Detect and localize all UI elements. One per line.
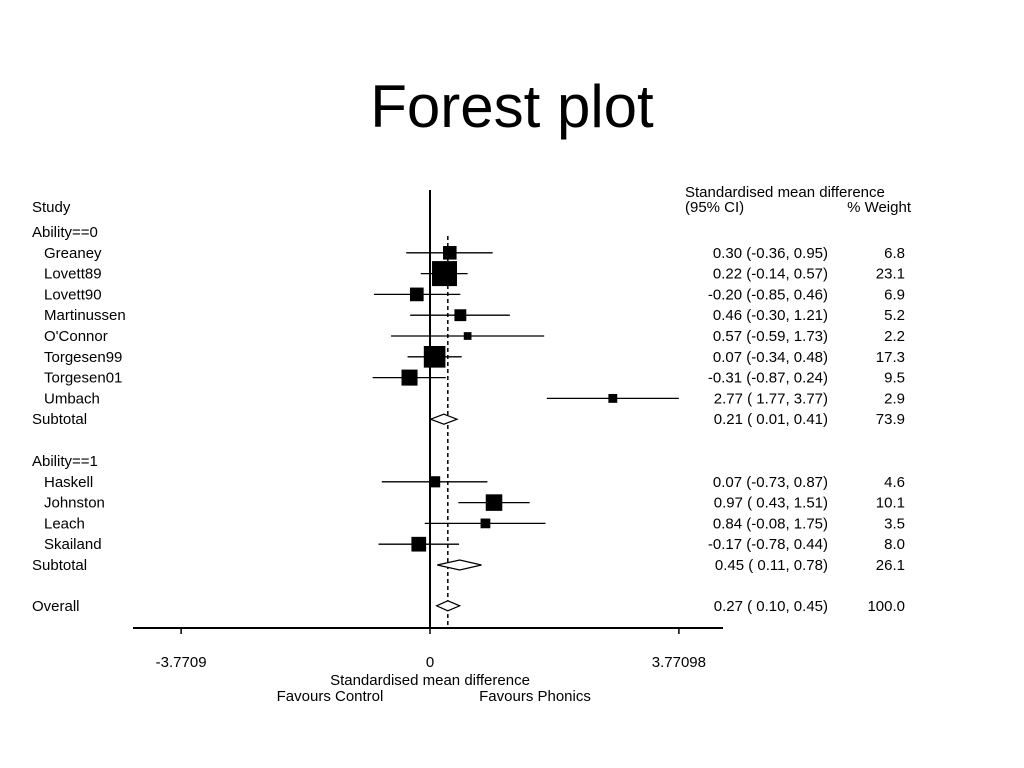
study-name: Johnston bbox=[44, 495, 105, 512]
study-name: Martinussen bbox=[44, 307, 126, 324]
effect-ci-text: 0.45 ( 0.11, 0.78) bbox=[715, 557, 828, 574]
header-effect: Standardised mean difference bbox=[685, 184, 885, 201]
effect-square bbox=[454, 309, 467, 322]
study-name: Torgesen99 bbox=[44, 349, 122, 366]
effect-ci-text: 0.97 ( 0.43, 1.51) bbox=[714, 495, 828, 512]
effect-square bbox=[429, 476, 441, 488]
weight-text: 73.9 bbox=[876, 411, 905, 428]
weight-text: 23.1 bbox=[876, 266, 905, 283]
x-axis-label: Standardised mean difference bbox=[330, 672, 530, 689]
study-name: Torgesen01 bbox=[44, 370, 122, 387]
weight-text: 17.3 bbox=[876, 349, 905, 366]
weight-text: 26.1 bbox=[876, 557, 905, 574]
effect-ci-text: 0.07 (-0.73, 0.87) bbox=[713, 474, 828, 491]
effect-square bbox=[480, 518, 491, 529]
study-name: Umbach bbox=[44, 390, 100, 407]
study-name: Haskell bbox=[44, 474, 93, 491]
weight-text: 6.9 bbox=[884, 286, 905, 303]
effect-ci-text: 0.21 ( 0.01, 0.41) bbox=[714, 411, 828, 428]
effect-square bbox=[485, 494, 503, 511]
effect-ci-text: 0.22 (-0.14, 0.57) bbox=[713, 266, 828, 283]
effect-ci-text: 2.77 ( 1.77, 3.77) bbox=[714, 390, 828, 407]
subtotal-label: Subtotal bbox=[32, 557, 87, 574]
weight-text: 2.2 bbox=[884, 328, 905, 345]
weight-text: 4.6 bbox=[884, 474, 905, 491]
weight-text: 100.0 bbox=[867, 598, 905, 615]
effect-ci-text: 0.46 (-0.30, 1.21) bbox=[713, 307, 828, 324]
subtotal-diamond bbox=[428, 413, 459, 425]
overall-label: Overall bbox=[32, 598, 80, 615]
effect-square bbox=[423, 345, 446, 368]
favours-right-label: Favours Phonics bbox=[479, 688, 591, 705]
header-weight: % Weight bbox=[847, 199, 912, 216]
study-name: Greaney bbox=[44, 245, 102, 262]
effect-square bbox=[432, 261, 458, 287]
study-name: Lovett90 bbox=[44, 286, 102, 303]
effect-ci-text: 0.57 (-0.59, 1.73) bbox=[713, 328, 828, 345]
group-label: Ability==1 bbox=[32, 453, 98, 470]
effect-ci-text: 0.07 (-0.34, 0.48) bbox=[713, 349, 828, 366]
page-title: Forest plot bbox=[370, 73, 654, 140]
x-tick-label: -3.7709 bbox=[156, 654, 207, 671]
effect-ci-text: 0.27 ( 0.10, 0.45) bbox=[714, 598, 828, 615]
study-name: O'Connor bbox=[44, 328, 108, 345]
x-tick-label: 0 bbox=[426, 654, 434, 671]
effect-ci-text: -0.17 (-0.78, 0.44) bbox=[708, 536, 828, 553]
effect-square bbox=[443, 246, 457, 260]
weight-text: 10.1 bbox=[876, 495, 905, 512]
effect-square bbox=[608, 393, 618, 403]
effect-square bbox=[463, 332, 472, 340]
favours-left-label: Favours Control bbox=[277, 688, 384, 705]
effect-ci-text: 0.30 (-0.36, 0.95) bbox=[713, 245, 828, 262]
effect-square bbox=[411, 536, 427, 552]
subtotal-diamond bbox=[437, 559, 482, 571]
header-ci: (95% CI) bbox=[685, 199, 744, 216]
effect-ci-text: -0.31 (-0.87, 0.24) bbox=[708, 370, 828, 387]
effect-square bbox=[409, 287, 424, 302]
overall-diamond bbox=[435, 600, 462, 612]
subtotal-label: Subtotal bbox=[32, 411, 87, 428]
group-label: Ability==0 bbox=[32, 224, 98, 241]
weight-text: 2.9 bbox=[884, 390, 905, 407]
x-tick-label: 3.77098 bbox=[652, 654, 706, 671]
study-name: Leach bbox=[44, 515, 85, 532]
weight-text: 6.8 bbox=[884, 245, 905, 262]
weight-text: 3.5 bbox=[884, 515, 905, 532]
weight-text: 9.5 bbox=[884, 370, 905, 387]
effect-ci-text: -0.20 (-0.85, 0.46) bbox=[708, 286, 828, 303]
study-name: Skailand bbox=[44, 536, 102, 553]
effect-square bbox=[401, 369, 418, 386]
weight-text: 8.0 bbox=[884, 536, 905, 553]
weight-text: 5.2 bbox=[884, 307, 905, 324]
study-name: Lovett89 bbox=[44, 266, 102, 283]
effect-ci-text: 0.84 (-0.08, 1.75) bbox=[713, 515, 828, 532]
header-study: Study bbox=[32, 199, 71, 216]
